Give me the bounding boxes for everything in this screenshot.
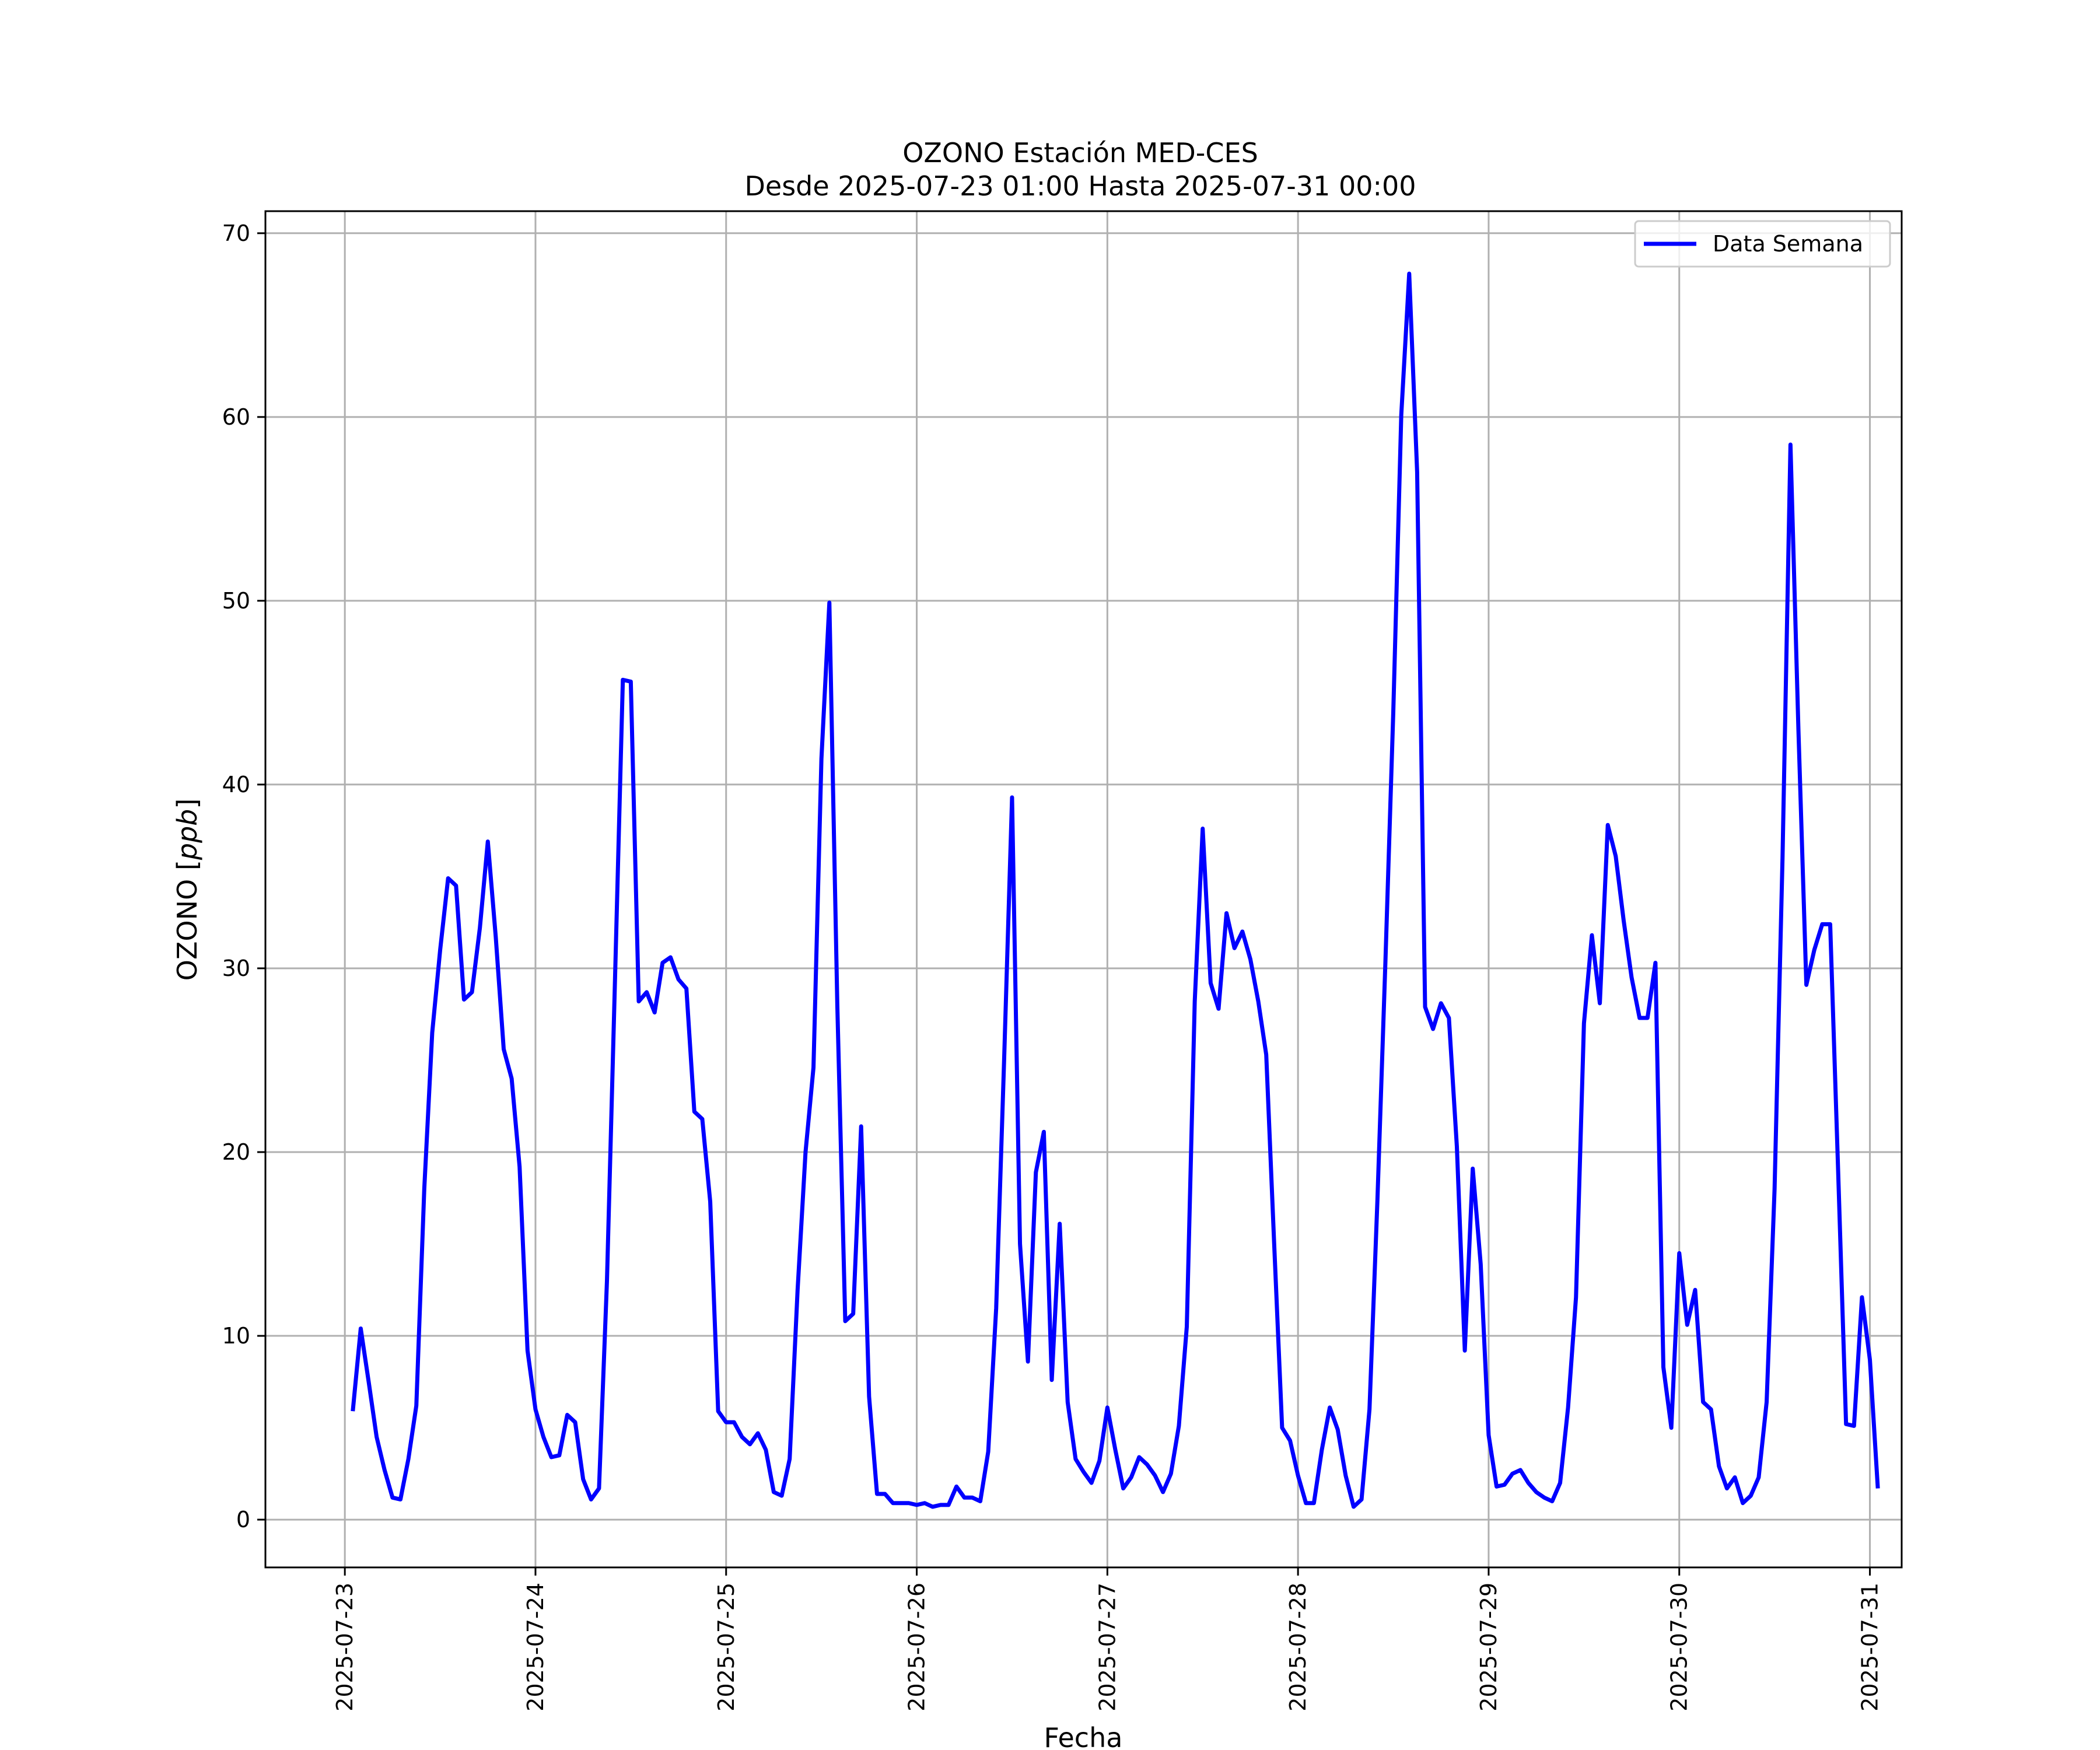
plot-frame — [264, 210, 1903, 1569]
x-tick-label: 2025-07-24 — [523, 1583, 548, 1712]
chart-subtitle: Desde 2025-07-23 01:00 Hasta 2025-07-31 … — [744, 170, 1416, 202]
x-tick-label: 2025-07-26 — [904, 1583, 930, 1712]
y-tick-label: 40 — [222, 772, 250, 797]
y-tick-label: 50 — [222, 588, 250, 614]
legend-box — [1634, 220, 1891, 268]
y-tick-label: 20 — [222, 1139, 250, 1165]
x-tick-label: 2025-07-25 — [713, 1583, 739, 1712]
y-tick-label: 0 — [236, 1507, 250, 1532]
y-tick-label: 60 — [222, 404, 250, 430]
x-tick-label: 2025-07-29 — [1476, 1583, 1502, 1712]
legend-label-data-semana: Data Semana — [1713, 231, 1863, 257]
series-line-data-semana — [351, 271, 1880, 1509]
chart-title: OZONO Estación MED-CES — [902, 137, 1258, 169]
x-tick-label: 2025-07-31 — [1857, 1583, 1883, 1712]
y-axis-label-text: OZONO [ — [172, 860, 203, 981]
series-layer — [351, 271, 1880, 1509]
x-axis-label: Fecha — [1044, 1722, 1123, 1750]
x-tick-label: 2025-07-30 — [1667, 1583, 1692, 1712]
y-tick-label: 10 — [222, 1323, 250, 1349]
y-axis-label-unit: ppb — [172, 809, 203, 861]
legend: Data Semana — [1634, 220, 1891, 268]
x-tick-label: 2025-07-27 — [1094, 1583, 1120, 1712]
grid-lines — [265, 211, 1902, 1567]
y-tick-label: 70 — [222, 220, 250, 246]
x-tick-label: 2025-07-28 — [1285, 1583, 1311, 1712]
y-axis-label-close: ] — [172, 799, 203, 809]
y-axis-label: OZONO [ppb] — [172, 799, 203, 981]
x-tick-label: 2025-07-23 — [332, 1583, 358, 1712]
axis-ticks: 2025-07-23 2025-07-24 2025-07-25 2025-07-26… — [222, 220, 1883, 1712]
y-tick-label: 30 — [222, 956, 250, 981]
